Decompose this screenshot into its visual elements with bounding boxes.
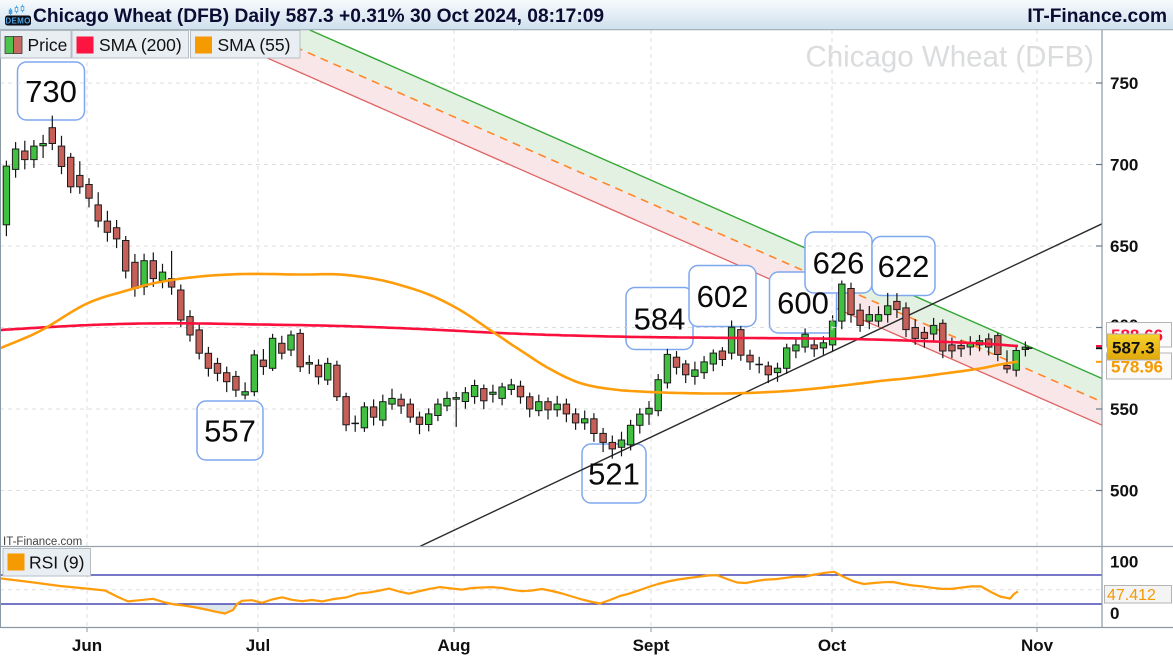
svg-text:Price: Price	[28, 35, 68, 55]
svg-text:622: 622	[878, 249, 930, 284]
svg-text:557: 557	[204, 414, 256, 449]
svg-text:602: 602	[697, 279, 749, 314]
svg-text:Jun: Jun	[72, 636, 102, 655]
svg-text:Aug: Aug	[437, 636, 470, 655]
svg-text:750: 750	[1110, 74, 1138, 93]
svg-text:521: 521	[588, 457, 640, 492]
svg-text:SMA (55): SMA (55)	[218, 35, 291, 55]
svg-text:Chicago Wheat (DFB) Daily 587.: Chicago Wheat (DFB) Daily 587.3 +0.31% 3…	[33, 6, 604, 27]
svg-text:IT-Finance.com: IT-Finance.com	[1027, 6, 1167, 27]
svg-text:0: 0	[1110, 604, 1119, 623]
svg-text:Nov: Nov	[1021, 636, 1054, 655]
svg-text:Sept: Sept	[633, 636, 670, 655]
svg-text:RSI (9): RSI (9)	[29, 553, 84, 573]
svg-text:587.3: 587.3	[1112, 339, 1155, 358]
svg-text:DEMO: DEMO	[5, 16, 30, 25]
svg-text:730: 730	[25, 74, 77, 109]
svg-text:650: 650	[1110, 237, 1138, 256]
svg-text:578.96: 578.96	[1111, 358, 1163, 377]
svg-text:500: 500	[1110, 482, 1138, 501]
svg-text:584: 584	[634, 302, 686, 337]
svg-text:700: 700	[1110, 156, 1138, 175]
svg-text:626: 626	[813, 246, 865, 281]
svg-text:Jul: Jul	[246, 636, 271, 655]
svg-text:47.412: 47.412	[1107, 587, 1156, 604]
svg-text:600: 600	[777, 286, 829, 321]
svg-text:Oct: Oct	[818, 636, 847, 655]
svg-text:Chicago Wheat (DFB): Chicago Wheat (DFB)	[805, 41, 1094, 74]
svg-text:SMA (200): SMA (200)	[99, 35, 182, 55]
svg-text:IT-Finance.com: IT-Finance.com	[3, 536, 82, 548]
svg-text:100: 100	[1110, 553, 1138, 572]
svg-text:550: 550	[1110, 400, 1138, 419]
